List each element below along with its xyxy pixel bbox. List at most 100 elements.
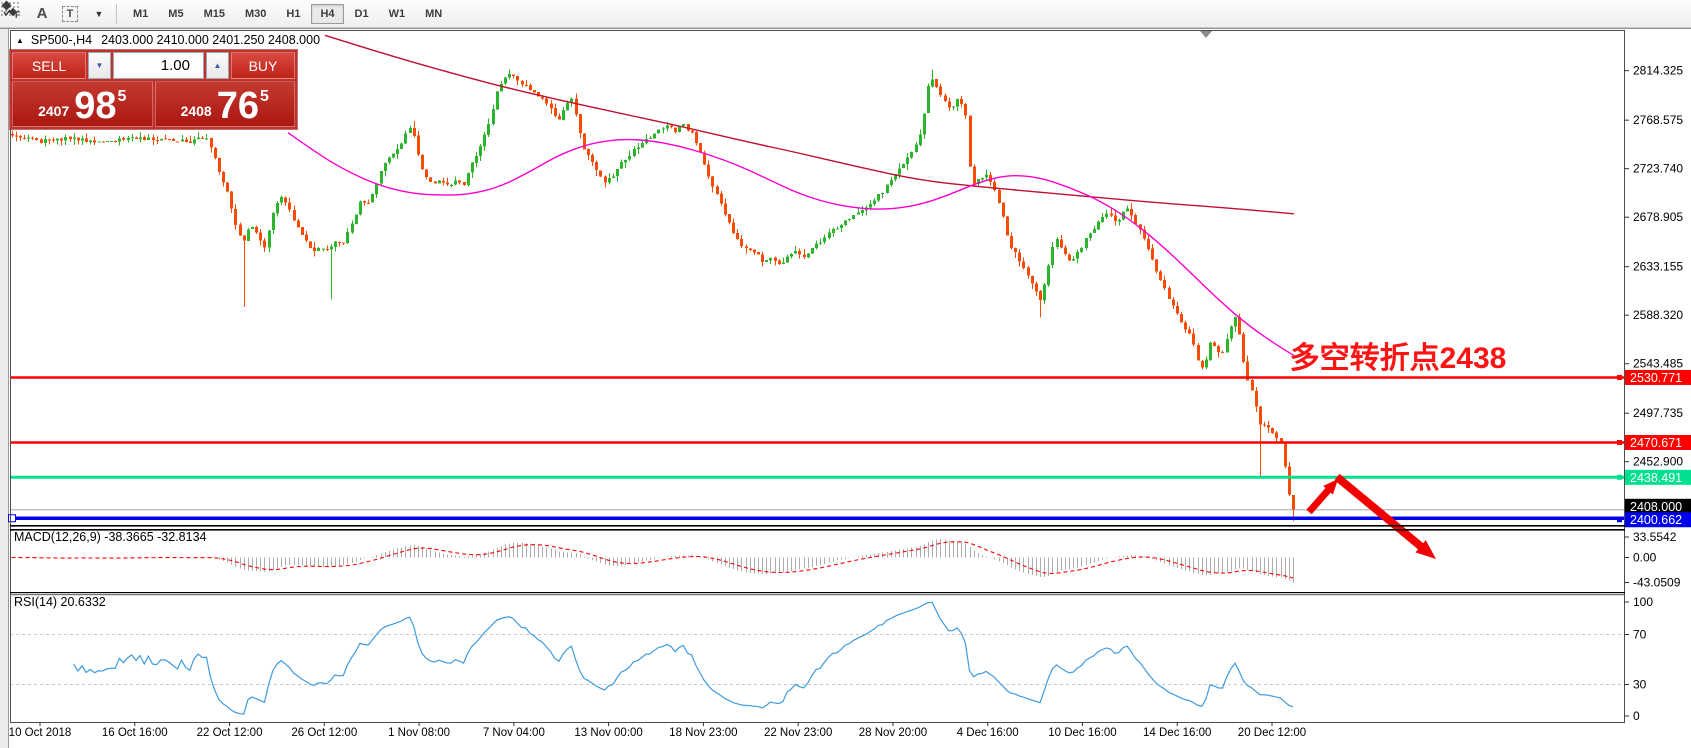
candle-body (404, 133, 407, 144)
candle-body (189, 141, 192, 143)
candle-body (720, 193, 723, 204)
candle-body (670, 125, 673, 128)
candle-body (1188, 329, 1191, 334)
candle-body (313, 247, 316, 251)
tf-button-m1[interactable]: M1 (133, 7, 149, 20)
tf-button-d1[interactable]: D1 (354, 7, 369, 20)
candle-body (537, 92, 540, 97)
tag-handle[interactable] (1617, 439, 1622, 445)
candle-body (326, 248, 329, 251)
candle-body (898, 168, 901, 175)
collapse-arrow-icon[interactable]: ▲ (16, 35, 24, 45)
candle-body (840, 225, 843, 229)
x-axis-label: 22 Oct 12:00 (197, 727, 263, 739)
candle-body (761, 254, 764, 263)
buy-button[interactable]: BUY (231, 52, 295, 79)
candle-body (753, 249, 756, 253)
candle-body (1097, 221, 1100, 230)
tag-handle[interactable] (1617, 474, 1622, 480)
rsi-scale-label: 100 (1633, 595, 1653, 609)
ma-slow-line[interactable] (324, 34, 1295, 215)
candle-body (952, 106, 955, 108)
x-axis-label: 28 Nov 20:00 (859, 727, 927, 739)
candle-body (521, 81, 524, 85)
trend-arrow[interactable] (1306, 479, 1338, 515)
candle-body (272, 213, 275, 231)
candle-body (114, 140, 117, 142)
y-axis-label: 2452.900 (1633, 455, 1683, 469)
y-axis-label: 2678.905 (1633, 210, 1683, 224)
candle-body (1039, 290, 1042, 301)
candle-body (1180, 313, 1183, 323)
candle-body (135, 137, 138, 139)
candle-body (276, 202, 279, 214)
candle-body (857, 212, 860, 215)
candle-body (657, 129, 660, 134)
y-axis-label: 2633.155 (1633, 260, 1683, 274)
trend-arrow[interactable] (1334, 473, 1436, 559)
candle-body (139, 137, 142, 140)
tf-button-h4-active[interactable]: H4 (311, 3, 344, 24)
x-axis-label: 7 Nov 04:00 (483, 727, 545, 739)
ma-fast-line[interactable] (287, 132, 1295, 357)
candle-body (467, 172, 470, 186)
candle-body (778, 260, 781, 264)
candle-body (176, 141, 179, 143)
tf-button-h1[interactable]: H1 (286, 7, 301, 20)
candle-body (1151, 248, 1154, 260)
volume-input[interactable]: 1.00 (113, 52, 204, 79)
candle-body (1209, 342, 1212, 361)
candle-body (164, 138, 167, 140)
candle-body (591, 154, 594, 163)
pane-separator-macd-rsi[interactable] (10, 592, 1625, 594)
dropdown-caret-icon[interactable]: ▼ (94, 8, 104, 19)
candle-body (425, 169, 428, 177)
tf-button-m5[interactable]: M5 (168, 7, 184, 20)
sell-button[interactable]: SELL (12, 52, 86, 79)
candle-body (811, 248, 814, 254)
tag-handle[interactable] (1617, 374, 1622, 380)
sell-price-box[interactable]: 2407 98 5 (12, 81, 153, 127)
candle-body (545, 98, 548, 104)
tf-button-m15[interactable]: M15 (203, 7, 225, 20)
text-label-icon[interactable]: A (36, 5, 48, 22)
volume-decrease-button[interactable]: ▼ (88, 52, 111, 79)
candle-body (429, 177, 432, 182)
candle-body (73, 137, 76, 140)
tag-handle[interactable] (1617, 517, 1622, 523)
candle-body (446, 182, 449, 185)
candle-body (81, 138, 84, 141)
candle-body (1110, 213, 1113, 216)
candle-body (823, 237, 826, 243)
tf-button-mn[interactable]: MN (425, 7, 443, 20)
tf-button-m30[interactable]: M30 (244, 7, 267, 20)
chart-shift-marker[interactable] (1200, 31, 1212, 38)
candle-body (1027, 267, 1030, 276)
candle-body (525, 84, 528, 86)
pane-separator-main-macd[interactable] (10, 525, 1625, 527)
candle-body (27, 137, 30, 139)
candle-body (160, 138, 163, 141)
arrows-tool-icon[interactable]: ▼ (1, 0, 110, 25)
candle-body (1221, 352, 1224, 354)
annotation-text[interactable]: 多空转折点2438 (1290, 342, 1507, 375)
candle-body (11, 133, 14, 136)
candle-body (687, 123, 690, 131)
candle-body (757, 252, 760, 255)
tf-button-w1[interactable]: W1 (388, 7, 406, 20)
candle-body (89, 140, 92, 143)
candle-body (989, 174, 992, 182)
candle-body (214, 148, 217, 158)
candle-body (15, 135, 18, 137)
candle-body (798, 251, 801, 255)
candle-body (1271, 427, 1274, 433)
candle-body (40, 139, 43, 143)
candle-body (608, 177, 611, 183)
text-box-icon[interactable]: T (58, 3, 82, 25)
price-tag-text: 2400.662 (1630, 513, 1682, 527)
buy-price-box[interactable]: 2408 76 5 (154, 81, 295, 127)
hline-handle[interactable] (8, 514, 16, 523)
candle-body (1176, 305, 1179, 314)
volume-increase-button[interactable]: ▲ (206, 52, 229, 79)
